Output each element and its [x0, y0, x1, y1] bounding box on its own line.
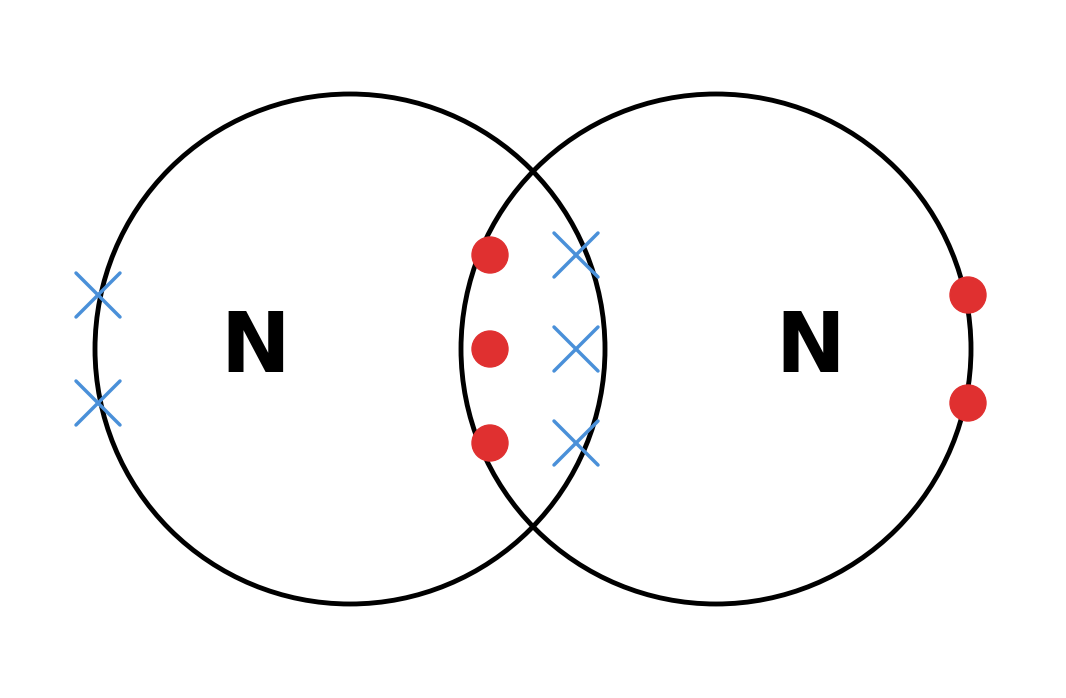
Circle shape: [472, 331, 508, 367]
Circle shape: [950, 385, 986, 421]
Ellipse shape: [95, 94, 605, 604]
Text: N: N: [220, 309, 290, 389]
Ellipse shape: [461, 94, 971, 604]
Text: N: N: [775, 309, 845, 389]
Circle shape: [472, 425, 508, 461]
Circle shape: [472, 237, 508, 273]
Circle shape: [950, 277, 986, 313]
